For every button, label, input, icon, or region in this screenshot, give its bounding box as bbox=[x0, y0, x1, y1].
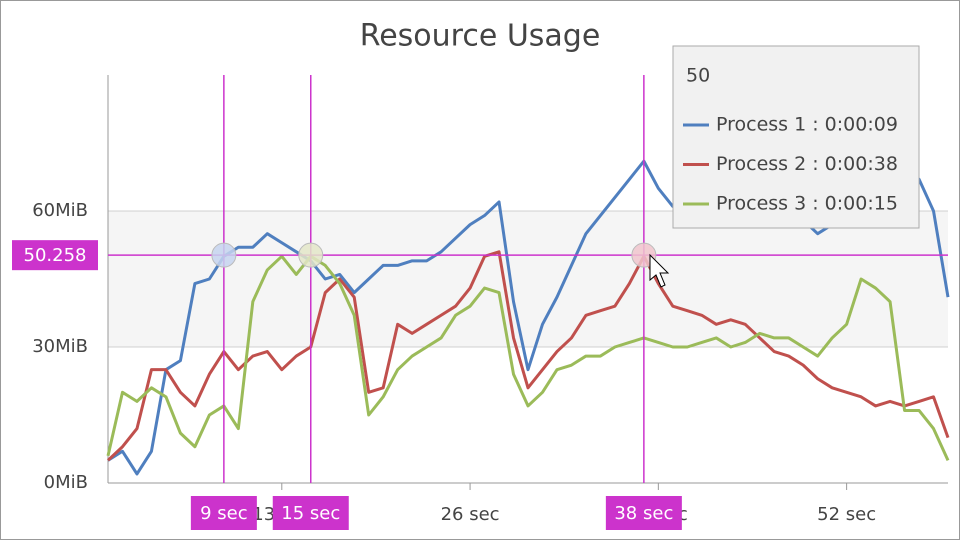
y-tick-label: 0MiB bbox=[44, 472, 88, 493]
crosshair-x-label: 9 sec bbox=[200, 503, 248, 524]
tooltip-item: Process 2 : 0:00:38 bbox=[716, 153, 898, 175]
y-tick-label: 60MiB bbox=[32, 200, 88, 221]
y-tick-label: 30MiB bbox=[32, 336, 88, 357]
crosshair-y-label: 50.258 bbox=[24, 245, 87, 266]
crosshair-x-label-box bbox=[190, 496, 257, 530]
tooltip: 50 Process 1 : 0:00:09 Process 2 : 0:00:3… bbox=[672, 45, 920, 229]
tooltip-box bbox=[672, 45, 920, 229]
overlay: 50.258 9 sec 15 sec 38 sec bbox=[12, 75, 948, 530]
crosshair-x-label: 15 sec bbox=[281, 503, 340, 524]
crosshair-marker bbox=[298, 242, 324, 268]
crosshair-x-label-box bbox=[272, 496, 349, 530]
crosshair-x-label-box bbox=[605, 496, 682, 530]
crosshair-x-label: 38 sec bbox=[614, 503, 673, 524]
tooltip-title: 50 bbox=[686, 65, 710, 87]
chart-title: Resource Usage bbox=[360, 19, 601, 54]
tooltip-item: Process 1 : 0:00:09 bbox=[716, 114, 898, 136]
x-tick-label: 52 sec bbox=[817, 504, 876, 525]
series-line bbox=[106, 250, 950, 462]
tooltip-item: Process 3 : 0:00:15 bbox=[716, 193, 898, 215]
crosshair-marker bbox=[211, 242, 237, 268]
crosshair-y-label-box bbox=[12, 240, 98, 271]
series-line bbox=[106, 254, 950, 461]
x-tick-label: 26 sec bbox=[441, 504, 500, 525]
cursor bbox=[649, 253, 670, 288]
strip bbox=[108, 211, 948, 347]
